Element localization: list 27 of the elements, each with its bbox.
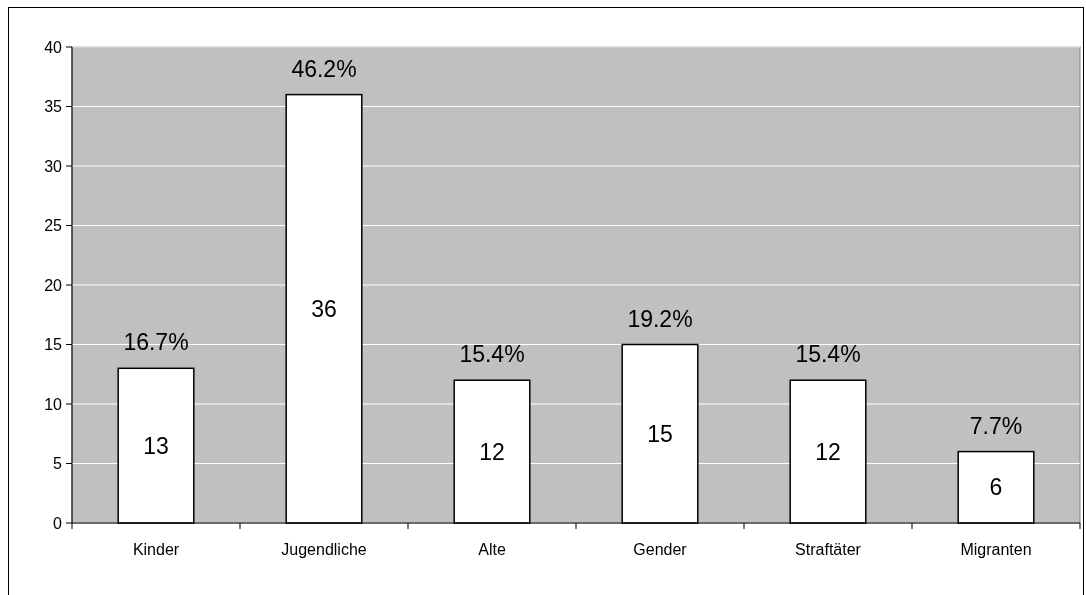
data-label: 6: [989, 474, 1003, 501]
data-label: 12: [479, 438, 505, 465]
x-tick-label: Alte: [478, 541, 506, 558]
annotation: 15.4%: [459, 341, 525, 368]
annotation: 15.4%: [795, 341, 861, 368]
data-label: 15: [647, 420, 673, 447]
y-tick-label: 5: [53, 455, 63, 472]
x-tick-label: Jugendliche: [281, 541, 367, 558]
annotation: 46.2%: [291, 55, 357, 82]
y-tick-label: 40: [44, 38, 63, 56]
data-label: 36: [311, 295, 337, 322]
x-tick-label: Straftäter: [795, 541, 862, 558]
y-tick-label: 0: [53, 514, 63, 532]
y-tick-label: 15: [44, 336, 63, 353]
y-tick-label: 30: [44, 157, 63, 175]
data-label: 13: [143, 432, 169, 459]
data-label: 12: [815, 438, 841, 465]
x-tick-label: Kinder: [132, 541, 180, 558]
y-tick-label: 35: [44, 98, 63, 115]
y-tick-label: 10: [44, 395, 63, 413]
y-tick-label: 20: [44, 276, 63, 294]
annotation: 19.2%: [627, 305, 693, 332]
annotation: 7.7%: [969, 412, 1023, 439]
x-tick-label: Gender: [633, 541, 688, 558]
x-tick-label: Migranten: [960, 541, 1032, 558]
y-tick-label: 25: [44, 217, 63, 234]
annotation: 16.7%: [123, 329, 189, 356]
